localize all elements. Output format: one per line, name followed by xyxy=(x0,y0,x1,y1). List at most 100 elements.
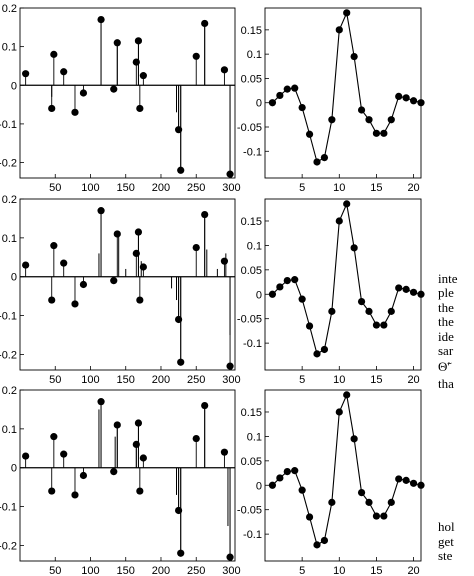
stem-dot xyxy=(22,452,30,460)
stem-dot xyxy=(177,549,185,557)
x-tick-label: 300 xyxy=(222,565,240,576)
data-point xyxy=(417,99,425,107)
stem-dot xyxy=(50,50,58,58)
text-fragment: sar xyxy=(438,343,454,358)
x-tick-label: 200 xyxy=(152,565,170,576)
y-tick-label: 0.15 xyxy=(241,407,262,419)
data-point xyxy=(320,536,329,545)
y-tick-label: 0 xyxy=(11,463,17,475)
data-point xyxy=(417,481,425,489)
chart-panel-row1-right: 5 10 15 20 0.15 0.1 0.05 0 -0.05 -0.1 xyxy=(237,7,425,194)
data-point xyxy=(328,498,336,506)
stem-dot xyxy=(136,296,144,304)
stem-dot xyxy=(192,52,200,60)
y-tick-label: -0.1 xyxy=(0,119,17,131)
stem-dot xyxy=(79,471,88,480)
y-tick-label: -0.1 xyxy=(243,338,262,350)
stem-dot xyxy=(136,104,144,113)
x-tick-label: 300 xyxy=(222,182,240,194)
chart-panel-row3-right: 5 10 15 20 0.15 0.1 0.05 0 -0.05 -0.1 xyxy=(237,389,425,576)
stem-dot xyxy=(192,243,200,252)
data-point xyxy=(343,391,351,399)
stem-dot xyxy=(110,277,118,285)
data-point xyxy=(417,290,425,298)
stem-dot xyxy=(97,15,105,24)
text-fragment: hol xyxy=(438,519,455,534)
data-point xyxy=(402,94,410,102)
data-point xyxy=(305,130,314,138)
x-tick-label: 200 xyxy=(152,374,170,386)
y-tick-label: -0.05 xyxy=(237,122,262,134)
axes-frame xyxy=(264,389,422,562)
x-tick-label: 10 xyxy=(333,182,345,194)
x-tick-label: 250 xyxy=(187,182,205,194)
stem-dot xyxy=(22,70,30,78)
data-point xyxy=(395,475,403,483)
axes-frame xyxy=(19,389,236,562)
x-tick-label: 15 xyxy=(370,565,382,576)
x-tick-label: 200 xyxy=(152,182,170,194)
chart-panel-row3-left: 50 100 150 200 250 300 0.2 0.1 0 -0.1 -0.2 xyxy=(0,385,241,576)
y-tick-label: -0.2 xyxy=(0,158,17,170)
x-tick-label: 50 xyxy=(49,182,61,194)
stem-dot xyxy=(110,85,118,93)
y-tick-label: 0.1 xyxy=(2,424,17,436)
stem-dot xyxy=(79,89,88,97)
data-point xyxy=(283,276,291,285)
stem-dot xyxy=(139,72,147,80)
data-point xyxy=(365,116,373,124)
x-tick-label: 15 xyxy=(370,182,382,194)
data-point xyxy=(268,99,277,107)
data-point xyxy=(372,321,381,329)
x-tick-label: 150 xyxy=(117,182,135,194)
data-point xyxy=(395,92,403,100)
stem-dot xyxy=(60,259,68,267)
x-tick-label: 150 xyxy=(117,374,135,386)
y-tick-label: -0.1 xyxy=(0,311,17,323)
axes-frame xyxy=(264,198,422,371)
stem-dot xyxy=(220,257,229,265)
data-point xyxy=(305,322,314,330)
data-point xyxy=(305,513,314,521)
data-point xyxy=(298,295,306,303)
data-point xyxy=(320,154,329,162)
data-point xyxy=(402,285,410,293)
stem-dot xyxy=(79,280,88,289)
stem-dot xyxy=(60,68,68,76)
x-tick-label: 20 xyxy=(407,182,419,194)
stem-dot xyxy=(22,261,30,269)
data-point xyxy=(409,97,418,105)
stem-dot xyxy=(71,300,79,308)
text-fragment: the xyxy=(438,300,454,315)
stem-dot xyxy=(97,207,105,215)
y-tick-label: 0.2 xyxy=(2,194,17,206)
stem-dot xyxy=(226,362,234,370)
x-tick-label: 100 xyxy=(81,374,99,386)
stem-dot xyxy=(134,37,143,45)
y-tick-label: 0 xyxy=(11,272,17,284)
data-point xyxy=(283,467,291,476)
data-point xyxy=(313,350,321,358)
stem-dot xyxy=(50,433,58,441)
stem-dot xyxy=(220,448,229,456)
stem-dot xyxy=(139,454,147,462)
data-point xyxy=(402,476,410,484)
y-tick-label: 0 xyxy=(256,289,262,301)
data-point xyxy=(350,244,358,252)
y-tick-label: -0.2 xyxy=(0,349,17,361)
y-tick-label: 0.05 xyxy=(241,265,262,277)
y-tick-label: 0.2 xyxy=(2,385,17,397)
data-point xyxy=(328,116,336,124)
y-tick-label: 0.1 xyxy=(247,240,262,252)
stem-dot xyxy=(110,468,118,476)
stem-dot xyxy=(113,421,121,429)
data-point xyxy=(291,276,299,284)
x-tick-label: 5 xyxy=(299,374,305,386)
stem-dot xyxy=(201,401,209,410)
y-tick-label: -0.1 xyxy=(0,502,17,514)
stem-dot xyxy=(136,487,144,495)
x-tick-label: 100 xyxy=(81,182,99,194)
data-point xyxy=(276,283,284,291)
stem-dot xyxy=(50,242,58,250)
